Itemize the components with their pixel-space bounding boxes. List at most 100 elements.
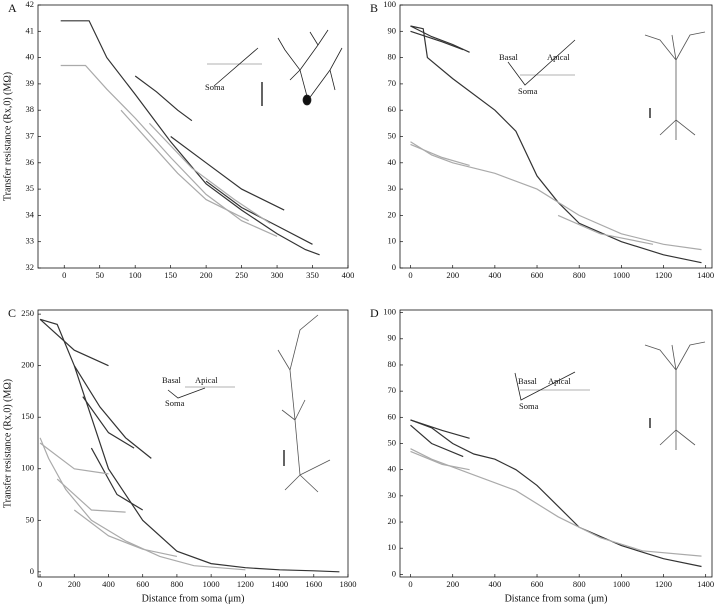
trace — [60, 64, 278, 237]
y-tick-label: 100 — [383, 307, 396, 317]
x-tick-label: 600 — [531, 270, 544, 280]
annotation: Apical — [547, 52, 570, 62]
x-tick-label: 200 — [446, 270, 459, 280]
x-tick-label: 400 — [102, 579, 115, 589]
trace — [39, 318, 109, 367]
annotation: Apical — [195, 375, 218, 385]
trace — [410, 141, 702, 251]
x-tick-label: 200 — [446, 579, 459, 589]
panel-letter: B — [370, 1, 378, 15]
trace — [39, 442, 109, 475]
x-tick-label: 0 — [408, 579, 412, 589]
plot-frame — [37, 309, 349, 578]
trace — [170, 136, 285, 211]
inset-line — [167, 387, 206, 399]
x-tick-label: 1200 — [655, 579, 672, 589]
x-tick-label: 400 — [488, 579, 501, 589]
x-tick-label: 800 — [573, 270, 586, 280]
y-tick-label: 80 — [388, 52, 397, 62]
y-tick-label: 100 — [21, 463, 34, 473]
x-tick-label: 1600 — [305, 579, 322, 589]
y-tick-label: 70 — [388, 78, 397, 88]
y-tick-label: 30 — [388, 183, 397, 193]
x-tick-label: 1400 — [697, 270, 714, 280]
trace — [90, 447, 144, 511]
x-tick-label: 1800 — [340, 579, 357, 589]
annotation: Basal — [518, 376, 538, 386]
y-tick-label: 38 — [26, 104, 35, 114]
y-tick-label: 50 — [388, 437, 397, 447]
trace — [410, 419, 470, 439]
y-tick-label: 250 — [21, 308, 34, 318]
y-tick-label: 10 — [388, 236, 397, 246]
neuron-sketch — [644, 31, 706, 140]
y-tick-label: 40 — [26, 52, 35, 62]
trace — [39, 437, 246, 571]
y-tick-label: 50 — [388, 130, 397, 140]
x-tick-label: 350 — [306, 270, 319, 280]
x-tick-label: 150 — [164, 270, 177, 280]
x-tick-label: 1400 — [697, 579, 714, 589]
trace — [60, 20, 320, 256]
trace — [410, 450, 470, 471]
trace — [410, 30, 464, 51]
panel-letter: D — [370, 306, 379, 320]
y-tick-label: 39 — [26, 78, 35, 88]
neuron-sketch — [644, 341, 706, 450]
trace — [39, 318, 340, 573]
y-tick-label: 40 — [388, 157, 397, 167]
x-tick-label: 600 — [136, 579, 149, 589]
y-tick-label: 40 — [388, 464, 397, 474]
y-tick-label: 42 — [26, 0, 35, 9]
annotation: Basal — [499, 52, 519, 62]
y-axis-label: Transfer resistance (Rx,0) (MΩ) — [2, 379, 13, 508]
y-tick-label: 100 — [383, 0, 396, 9]
trace — [410, 448, 702, 557]
annotation: Apical — [548, 376, 571, 386]
x-tick-label: 800 — [573, 579, 586, 589]
annotation: Soma — [205, 82, 225, 92]
annotation: Soma — [519, 401, 539, 411]
y-tick-label: 200 — [21, 360, 34, 370]
y-tick-label: 50 — [26, 514, 35, 524]
plot-frame — [37, 4, 349, 269]
trace — [120, 109, 249, 222]
trace — [557, 214, 654, 245]
x-tick-label: 1000 — [613, 579, 630, 589]
neuron-sketch — [277, 29, 343, 101]
y-tick-label: 150 — [21, 411, 34, 421]
x-tick-label: 100 — [129, 270, 142, 280]
y-tick-label: 32 — [26, 262, 35, 272]
y-axis-label: Transfer resistance (Rx,0) (MΩ) — [2, 72, 13, 201]
y-tick-label: 80 — [388, 359, 397, 369]
x-tick-label: 1400 — [271, 579, 288, 589]
plot-frame — [399, 309, 713, 578]
y-tick-label: 60 — [388, 104, 397, 114]
y-tick-label: 33 — [26, 236, 35, 246]
trace — [56, 478, 126, 513]
x-tick-label: 300 — [271, 270, 284, 280]
inset-sketches — [167, 29, 706, 493]
x-axis-label: Distance from soma (μm) — [142, 593, 245, 604]
trace — [82, 396, 135, 449]
y-tick-label: 0 — [30, 566, 34, 576]
x-tick-label: 250 — [235, 270, 248, 280]
panel-letter: A — [8, 1, 17, 15]
y-tick-label: 37 — [26, 130, 35, 140]
y-tick-label: 36 — [26, 157, 35, 167]
x-tick-label: 400 — [488, 270, 501, 280]
x-tick-label: 0 — [408, 270, 412, 280]
y-tick-label: 90 — [388, 333, 397, 343]
y-tick-label: 34 — [26, 209, 35, 219]
trace — [73, 365, 152, 459]
plot-frame — [399, 4, 713, 269]
y-tick-label: 20 — [388, 209, 397, 219]
y-tick-label: 70 — [388, 385, 397, 395]
x-tick-label: 200 — [68, 579, 81, 589]
annotation: Basal — [162, 375, 182, 385]
x-tick-label: 800 — [171, 579, 184, 589]
panel-letter: C — [8, 306, 16, 320]
trace — [134, 75, 193, 122]
trace — [410, 143, 470, 166]
x-tick-label: 400 — [342, 270, 355, 280]
